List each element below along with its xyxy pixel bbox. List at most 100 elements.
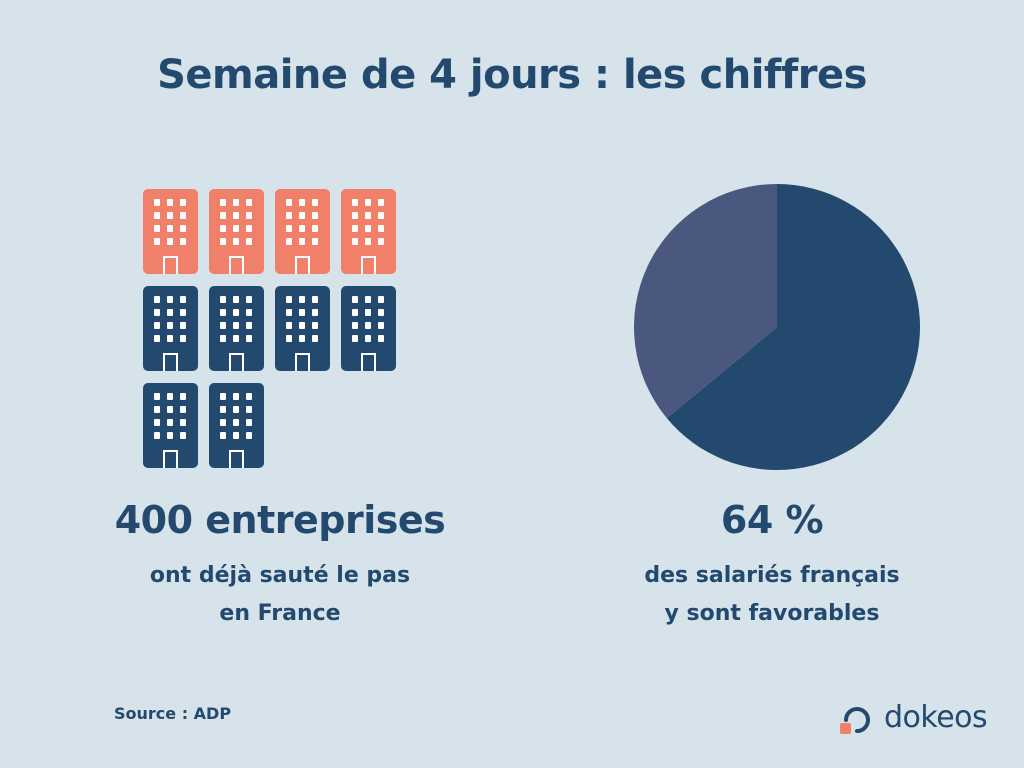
dokeos-logo-icon	[840, 707, 870, 734]
building-window	[233, 432, 239, 439]
building-window	[299, 238, 305, 245]
building-window	[167, 309, 173, 316]
building-door	[163, 256, 178, 274]
building-window	[352, 335, 358, 342]
building-window	[167, 393, 173, 400]
building-window	[154, 335, 160, 342]
building-door	[361, 353, 376, 371]
pie-slice-2	[634, 184, 777, 419]
building-window	[154, 309, 160, 316]
building-window	[180, 432, 186, 439]
building-window	[286, 238, 292, 245]
building-window	[167, 225, 173, 232]
building-window	[378, 212, 384, 219]
favorable-caption-line-1: des salariés français	[644, 563, 900, 588]
building-window	[312, 335, 318, 342]
favorable-percentage: 64 %	[720, 498, 824, 542]
building-window	[180, 309, 186, 316]
building-window	[220, 225, 226, 232]
building-window	[246, 296, 252, 303]
building-window	[378, 322, 384, 329]
building-window	[220, 199, 226, 206]
building-window	[180, 238, 186, 245]
building-window	[378, 335, 384, 342]
building-window	[154, 322, 160, 329]
building-window	[220, 238, 226, 245]
building-window	[286, 199, 292, 206]
building-window	[299, 335, 305, 342]
building-window	[180, 199, 186, 206]
building-window	[180, 322, 186, 329]
building-window	[365, 238, 371, 245]
page-title: Semaine de 4 jours : les chiffres	[157, 52, 867, 98]
building-window	[154, 238, 160, 245]
building-window	[246, 238, 252, 245]
building-window	[312, 225, 318, 232]
companies-caption-line-2: en France	[219, 601, 341, 626]
building-window	[220, 212, 226, 219]
building-window	[167, 238, 173, 245]
building-window	[220, 296, 226, 303]
building-window	[246, 419, 252, 426]
dokeos-logo-text: dokeos	[884, 700, 988, 735]
building-window	[220, 393, 226, 400]
building-icon	[209, 383, 264, 468]
building-window	[220, 309, 226, 316]
building-window	[167, 432, 173, 439]
building-window	[154, 406, 160, 413]
building-window	[246, 432, 252, 439]
building-window	[180, 335, 186, 342]
source-note: Source : ADP	[114, 704, 232, 723]
building-window	[246, 212, 252, 219]
building-window	[378, 225, 384, 232]
building-window	[286, 335, 292, 342]
building-window	[233, 335, 239, 342]
building-window	[246, 335, 252, 342]
building-window	[312, 322, 318, 329]
building-icon	[209, 189, 264, 274]
building-window	[352, 199, 358, 206]
building-window	[352, 296, 358, 303]
building-window	[299, 199, 305, 206]
building-window	[220, 432, 226, 439]
building-window	[233, 238, 239, 245]
building-icon	[275, 286, 330, 371]
building-window	[180, 419, 186, 426]
building-window	[365, 335, 371, 342]
building-door	[229, 353, 244, 371]
building-door	[229, 450, 244, 468]
building-window	[167, 322, 173, 329]
building-window	[154, 296, 160, 303]
favorable-caption-line-2: y sont favorables	[664, 601, 880, 626]
building-window	[352, 309, 358, 316]
building-window	[167, 406, 173, 413]
building-window	[352, 212, 358, 219]
pie-slice-1	[666, 184, 920, 471]
building-window	[286, 212, 292, 219]
building-window	[233, 199, 239, 206]
building-window	[246, 225, 252, 232]
building-icon	[143, 286, 198, 371]
building-window	[154, 199, 160, 206]
building-window	[246, 199, 252, 206]
building-window	[233, 225, 239, 232]
building-icon	[143, 189, 198, 274]
companies-count: 400 entreprises	[114, 498, 446, 542]
building-window	[378, 199, 384, 206]
building-window	[365, 309, 371, 316]
building-window	[220, 335, 226, 342]
building-window	[352, 322, 358, 329]
building-window	[233, 296, 239, 303]
building-window	[233, 309, 239, 316]
building-window	[286, 309, 292, 316]
building-window	[378, 309, 384, 316]
building-window	[365, 296, 371, 303]
building-window	[352, 238, 358, 245]
building-window	[365, 199, 371, 206]
building-window	[246, 393, 252, 400]
building-window	[286, 225, 292, 232]
building-window	[167, 199, 173, 206]
building-door	[163, 450, 178, 468]
building-window	[233, 393, 239, 400]
building-window	[220, 322, 226, 329]
